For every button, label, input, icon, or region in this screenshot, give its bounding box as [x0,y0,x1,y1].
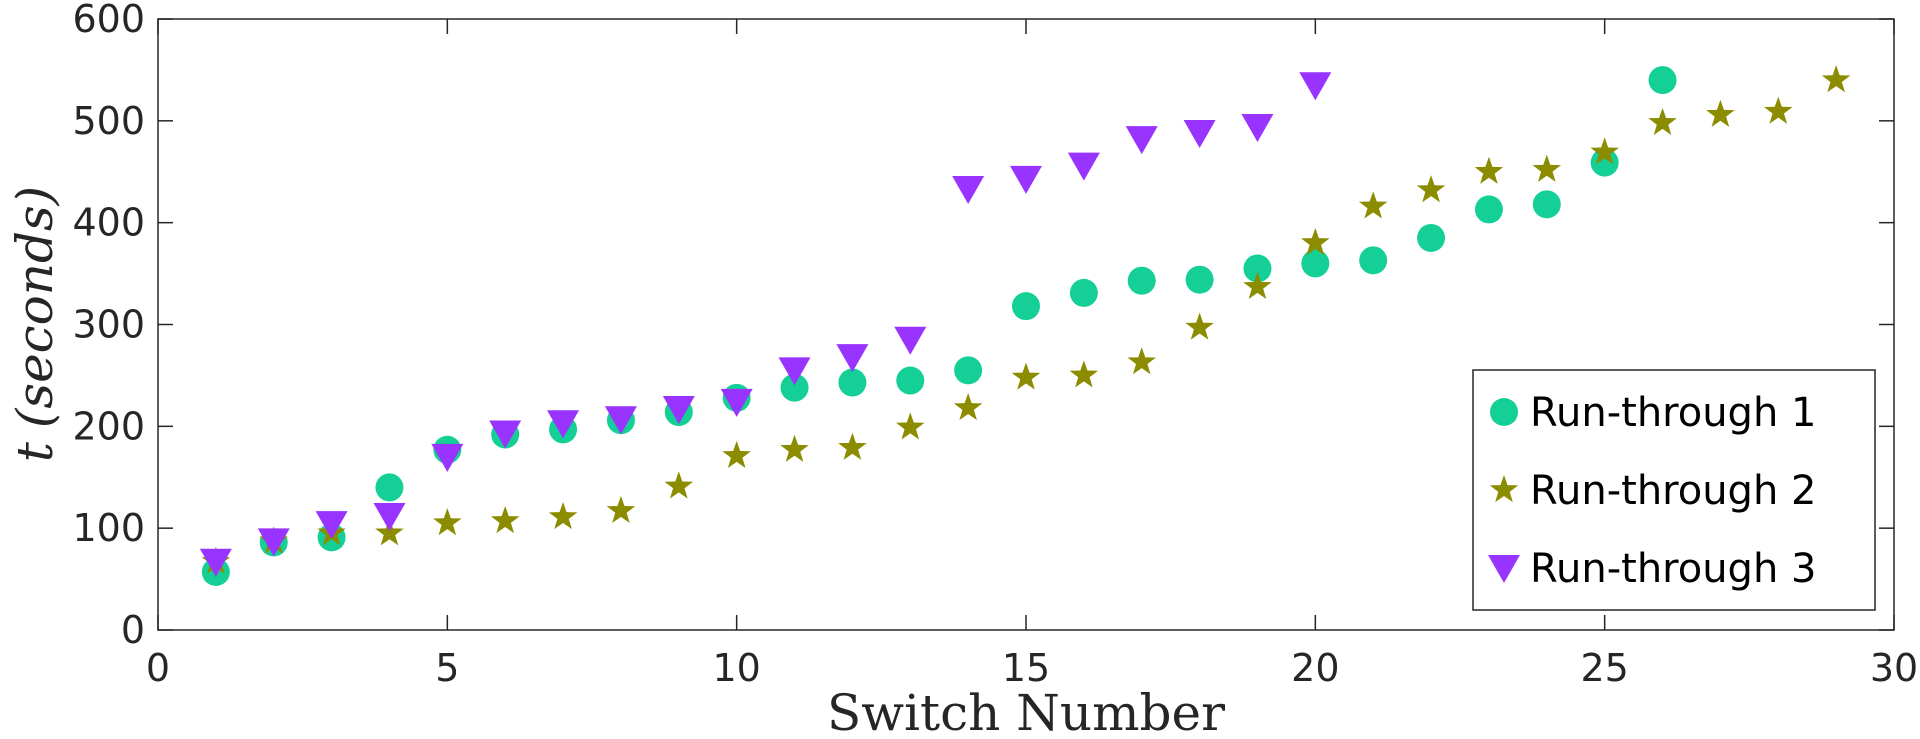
x-tick-label: 10 [712,646,760,690]
point-triangle-down [1067,152,1100,181]
point-star [490,506,520,534]
point-triangle-down [1183,120,1216,149]
point-star [375,518,404,546]
point-triangle-down [778,357,811,386]
y-tick-label: 200 [72,404,145,448]
point-star [1127,347,1156,375]
point-star [1011,362,1041,390]
point-star [780,434,809,462]
x-tick-label: 30 [1870,646,1918,690]
y-tick-label: 100 [72,506,145,550]
legend-label: Run-through 2 [1530,468,1816,514]
legend-item: Run-through 1 [1490,390,1816,436]
y-tick-label: 300 [72,303,145,347]
point-star [1301,228,1330,256]
point-star [1474,156,1504,184]
svg-text:t(seconds): t (seconds) [6,186,64,462]
series-run-through-3 [199,72,1332,577]
point-triangle-down [1010,165,1042,194]
point-triangle-down [373,502,406,531]
point-star [433,508,462,536]
point-circle [1590,148,1619,177]
point-triangle-down [836,344,869,373]
x-tick-label: 20 [1291,646,1339,690]
point-circle [1243,254,1272,283]
point-triangle-down [604,406,637,435]
point-circle [1474,195,1503,224]
point-star [1648,107,1677,136]
point-star [1706,99,1735,127]
legend-item: Run-through 2 [1489,468,1816,514]
point-triangle-down [315,511,348,540]
point-star [1185,312,1214,340]
point-circle [1301,249,1330,278]
point-circle [1532,190,1561,219]
data-marks [199,65,1851,586]
point-triangle-down [952,176,985,205]
x-tick-label: 15 [1002,646,1050,690]
point-star [664,471,694,499]
point-star [1416,175,1446,203]
point-triangle-down [1241,113,1274,142]
point-triangle-down [894,326,927,355]
legend: Run-through 1 Run-through 2 Run-through 3 [1472,369,1876,611]
point-triangle-down [199,548,232,577]
point-star [1764,96,1793,124]
legend-marker-circle [1490,398,1518,426]
point-circle [954,356,983,385]
legend-label: Run-through 3 [1530,546,1816,592]
point-star [548,501,578,530]
point-star [896,412,925,440]
point-circle [780,373,809,402]
legend-item: Run-through 3 [1488,546,1816,592]
legend-marker-star [1489,475,1519,503]
point-circle [1648,66,1677,95]
point-star [1532,154,1562,182]
point-triangle-down [720,388,753,417]
point-circle [375,473,404,502]
point-triangle-down [1125,126,1158,155]
y-tick-label: 400 [72,201,145,245]
point-circle [1185,265,1214,294]
y-tick-labels: 0 100 200 300 400 500 600 [72,0,145,652]
y-tick-label: 600 [72,0,145,41]
point-star [1358,191,1388,219]
legend-marker-triangle-down [1488,555,1520,583]
y-tick-label: 0 [121,608,145,652]
x-axis-label: Switch Number [827,684,1225,739]
point-star [838,432,867,460]
legend-label: Run-through 1 [1530,390,1816,436]
point-star [1821,65,1851,93]
y-tick-label: 500 [72,99,145,143]
x-tick-label: 25 [1580,646,1628,690]
point-triangle-down [662,396,695,425]
point-star [1243,271,1272,299]
point-triangle-down [257,528,290,557]
point-star [1069,360,1099,388]
y-axis-label-variable: t [6,441,64,462]
point-circle [1127,266,1156,295]
point-circle [1012,292,1040,321]
point-triangle-down [547,410,580,439]
point-circle [1069,278,1098,307]
y-axis-label-unit: (seconds) [6,186,64,428]
point-triangle-down [1299,72,1332,101]
point-circle [1359,246,1388,275]
y-axis-label: t (seconds) [6,186,64,462]
x-tick-label: 0 [146,646,170,690]
point-triangle-down [489,420,522,449]
point-circle [838,368,867,397]
point-star [722,440,751,468]
point-circle [1417,223,1446,252]
point-star [953,393,983,421]
x-tick-labels: 0 5 10 15 20 25 30 [146,646,1918,690]
legend-box [1472,369,1876,611]
point-triangle-down [431,443,464,472]
point-star [606,495,636,523]
x-tick-label: 5 [435,646,459,690]
axis-ticks [157,18,1895,631]
point-star [1590,137,1619,165]
point-circle [896,366,925,395]
